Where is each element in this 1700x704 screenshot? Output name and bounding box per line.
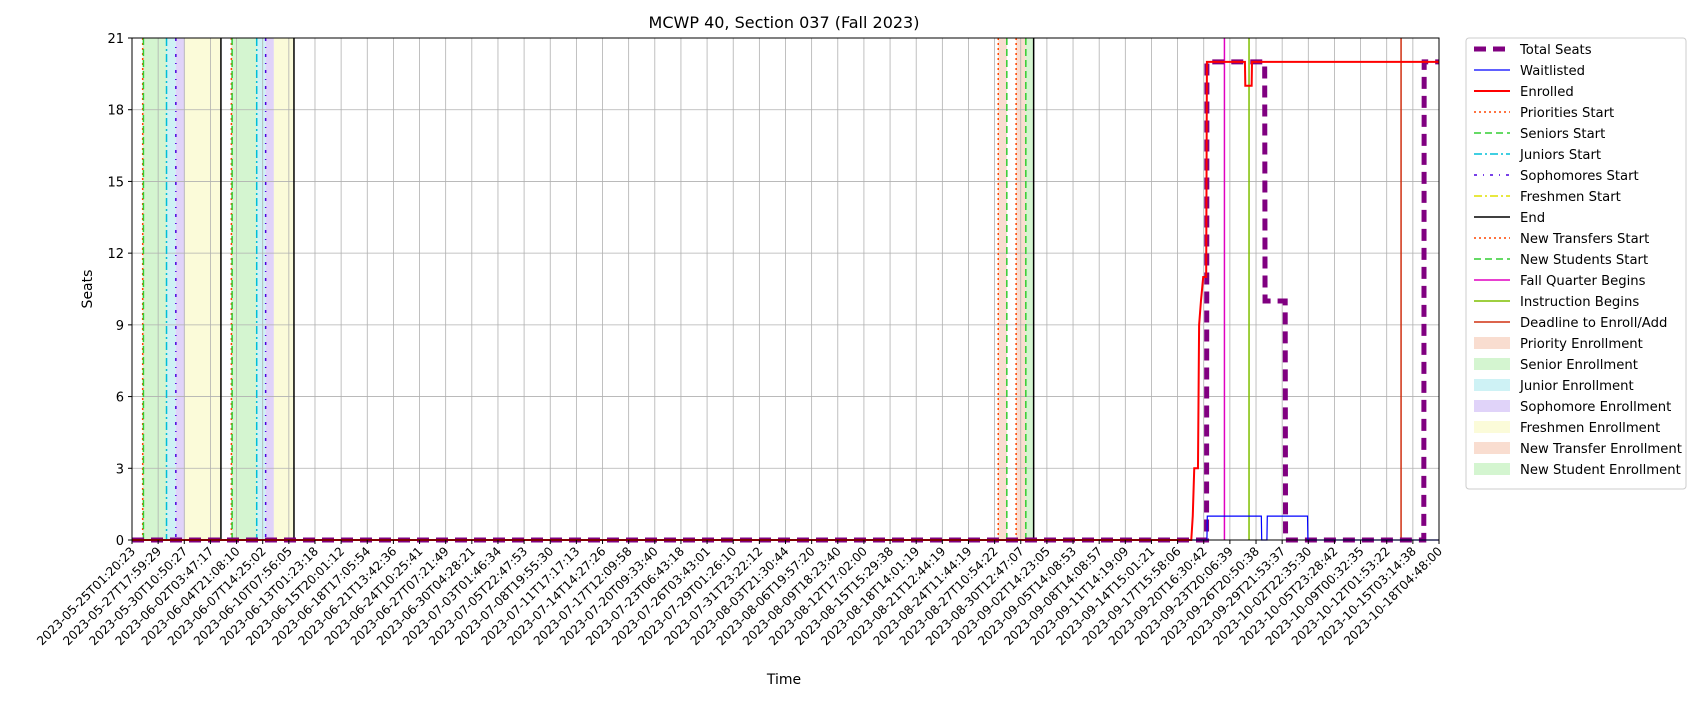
legend-swatch xyxy=(1474,442,1510,454)
shaded-region xyxy=(166,38,176,540)
legend-label: Senior Enrollment xyxy=(1520,358,1638,373)
vertical-markers-layer xyxy=(141,38,1402,540)
legend-label: Sophomore Enrollment xyxy=(1520,400,1671,415)
y-tick-label: 0 xyxy=(116,534,124,549)
legend-label: Fall Quarter Begins xyxy=(1520,274,1646,289)
legend-label: Waitlisted xyxy=(1520,64,1585,79)
legend-label: Freshmen Start xyxy=(1520,190,1621,205)
legend-label: Sophomores Start xyxy=(1520,169,1639,184)
y-tick-label: 21 xyxy=(107,32,124,47)
shaded-region xyxy=(265,38,274,540)
y-tick-label: 15 xyxy=(107,175,124,190)
shaded-region xyxy=(184,38,221,540)
y-tick-label: 6 xyxy=(116,391,124,406)
legend-label: Priority Enrollment xyxy=(1520,337,1643,352)
legend-label: Instruction Begins xyxy=(1520,295,1639,310)
legend-layer: Total Seats Waitlisted Enrolled Priorities … xyxy=(1465,37,1687,490)
y-tick-label: 3 xyxy=(116,462,124,477)
legend-label: New Transfers Start xyxy=(1520,232,1649,247)
shaded-region xyxy=(1025,38,1034,540)
legend-box xyxy=(1465,37,1687,490)
series-line-enrolled xyxy=(132,60,1439,541)
legend-label: Freshmen Enrollment xyxy=(1520,421,1660,436)
legend-swatch xyxy=(1474,358,1510,370)
y-tick-label: 18 xyxy=(107,104,124,119)
legend-swatch xyxy=(1474,463,1510,475)
legend-swatch xyxy=(1474,400,1510,412)
legend-label: Enrolled xyxy=(1520,85,1574,100)
series-line-total-seats xyxy=(132,59,1439,543)
shaded-region xyxy=(273,38,294,540)
y-axis-label: Seats xyxy=(80,270,96,309)
legend-label: Priorities Start xyxy=(1520,106,1614,121)
legend-label: Deadline to Enroll/Add xyxy=(1520,316,1667,331)
shaded-region xyxy=(256,38,266,540)
legend-label: Juniors Start xyxy=(1519,148,1601,163)
legend-label: New Transfer Enrollment xyxy=(1520,442,1682,457)
chart-title: MCWP 40, Section 037 (Fall 2023) xyxy=(649,13,920,32)
shaded-region xyxy=(232,38,257,540)
legend-swatch xyxy=(1474,379,1510,391)
y-tick-label: 12 xyxy=(107,247,124,262)
x-axis-label: Time xyxy=(766,672,801,688)
legend-label: Junior Enrollment xyxy=(1519,379,1634,394)
legend-label: New Student Enrollment xyxy=(1520,463,1681,478)
legend-label: Seniors Start xyxy=(1520,127,1605,142)
legend-label: New Students Start xyxy=(1520,253,1648,268)
y-tick-label: 9 xyxy=(116,319,124,334)
shaded-region xyxy=(175,38,185,540)
legend-label: End xyxy=(1520,211,1545,226)
legend-swatch xyxy=(1474,421,1510,433)
shaded-region xyxy=(143,38,167,540)
legend-swatch xyxy=(1474,337,1510,349)
shaded-region xyxy=(998,38,1007,540)
legend-label: Total Seats xyxy=(1519,43,1592,58)
